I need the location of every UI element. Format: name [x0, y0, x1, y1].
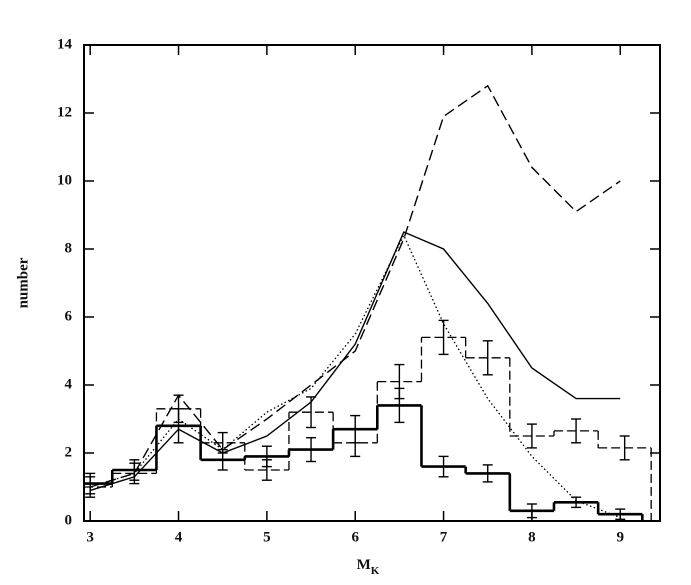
x-axis-label-main: M — [357, 557, 371, 573]
x-tick-label: 8 — [528, 529, 536, 545]
model-line — [89, 231, 621, 492]
x-tick-label: 4 — [175, 529, 183, 545]
y-tick-label: 14 — [57, 36, 73, 52]
x-tick-label: 7 — [440, 529, 448, 545]
y-tick-label: 10 — [57, 172, 72, 188]
y-tick-label: 12 — [57, 104, 72, 120]
x-axis-label-sub: K — [371, 565, 380, 577]
x-axis-label: MK — [357, 557, 380, 576]
model-line — [89, 84, 621, 488]
y-axis-label: number — [15, 257, 31, 308]
model-line — [89, 233, 621, 519]
x-tick-label: 6 — [351, 529, 359, 545]
x-tick-label: 3 — [86, 529, 94, 545]
y-tick-label: 6 — [65, 308, 73, 324]
y-tick-label: 4 — [65, 376, 73, 392]
plot-frame — [83, 44, 661, 522]
y-tick-label: 8 — [65, 240, 73, 256]
y-tick-label: 2 — [65, 444, 73, 460]
x-tick-label: 9 — [616, 529, 624, 545]
y-tick-label: 0 — [65, 512, 73, 528]
x-tick-label: 5 — [263, 529, 271, 545]
